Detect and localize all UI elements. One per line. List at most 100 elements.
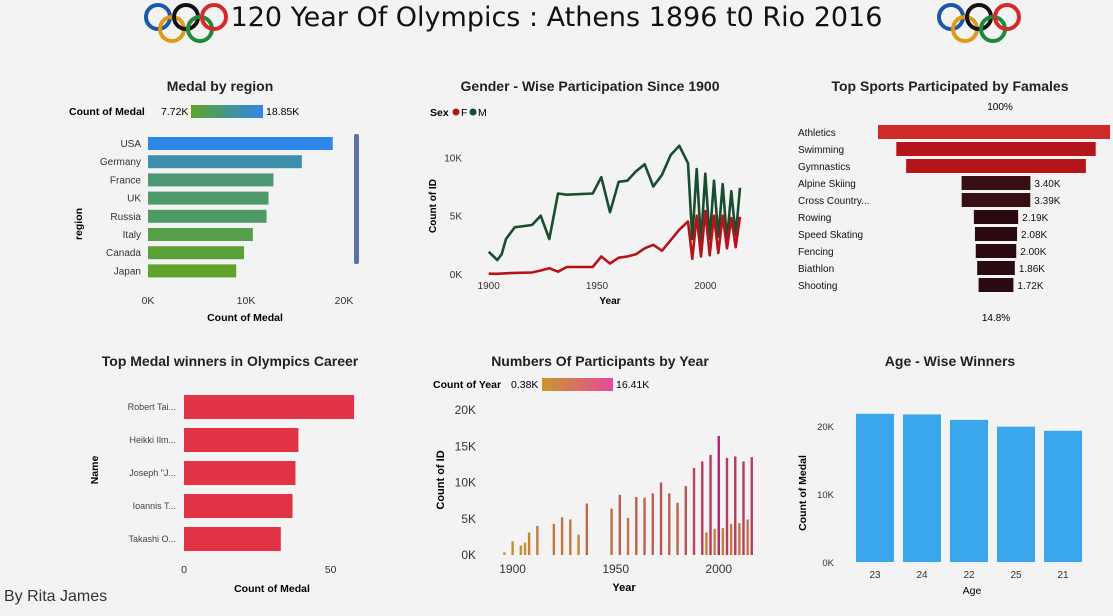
year-bar[interactable] [527,532,531,555]
participants-by-year-chart[interactable]: Count of Year 0.38K 16.41K Count of ID Y… [420,348,780,598]
participants-by-year-panel[interactable]: Numbers Of Participants by Year Count of… [420,348,780,598]
age-bar-23[interactable] [856,413,894,562]
bar-italy[interactable] [148,228,253,241]
bar-germany[interactable] [148,155,302,169]
series-line-m[interactable] [487,144,742,262]
year-bar[interactable] [676,502,679,555]
bar-japan[interactable] [148,264,237,278]
year-bar[interactable] [705,532,708,555]
y-tick-label: 10K [817,490,835,501]
year-bar[interactable] [552,523,556,555]
category-label: UK [127,194,141,205]
funnel-bar[interactable] [961,176,1031,190]
year-bar[interactable] [701,461,704,555]
age-wise-winners-chart[interactable]: Count of Medal Age 0K 10K 20K 23 24 22 25 21 [790,348,1110,598]
y-tick-label: 0K [461,548,476,562]
year-bar[interactable] [519,545,523,555]
year-bar[interactable] [503,552,506,555]
winner-bar[interactable] [184,395,355,419]
x-tick-label: 1950 [602,562,629,576]
year-bar[interactable] [635,497,638,555]
year-bar[interactable] [626,518,630,555]
funnel-bar[interactable] [973,210,1019,224]
bar-uk[interactable] [148,191,269,205]
age-wise-winners-panel[interactable]: Age - Wise Winners Count of Medal Age 0K… [790,348,1110,598]
bar-usa[interactable] [148,137,333,150]
year-bar[interactable] [746,519,749,555]
year-bar[interactable] [585,503,589,555]
year-bar[interactable] [651,493,654,555]
funnel-bar[interactable] [896,142,1096,156]
bar-france[interactable] [148,173,274,187]
year-bar[interactable] [750,457,753,555]
year-bar[interactable] [742,461,745,555]
funnel-bar[interactable] [974,227,1018,241]
funnel-bar[interactable] [878,125,1110,139]
year-bar[interactable] [738,523,741,555]
panel-title: Medal by region [166,78,274,94]
year-bar[interactable] [643,497,646,555]
year-bar[interactable] [569,519,572,555]
year-bar[interactable] [536,526,539,555]
top-sports-females-panel[interactable]: Top Sports Participated by Famales 100% … [790,74,1110,330]
legend-label: Count of Year [433,379,501,391]
top-medal-winners-panel[interactable]: Top Medal winners in Olympics Career Nam… [80,348,380,598]
year-bar[interactable] [713,528,716,555]
series-line-f[interactable] [488,209,742,276]
year-bar[interactable] [618,494,622,555]
age-bar-25[interactable] [997,426,1035,562]
year-bar[interactable] [659,482,663,556]
legend-m: M [478,107,487,119]
year-bar[interactable] [668,493,671,555]
funnel-value-label: 2.08K [1021,230,1047,241]
winner-name-label: Heikki Ilm... [129,435,176,445]
year-bar[interactable] [734,456,737,555]
winner-bar[interactable] [184,461,296,485]
year-bar[interactable] [523,542,527,555]
winner-bar[interactable] [184,494,293,518]
funnel-category-label: Athletics [798,128,836,139]
year-bar[interactable] [511,541,514,555]
year-bar[interactable] [717,436,720,555]
gender-participation-chart[interactable]: Sex F M Count of ID Year 0K 5K 10K 1900 1950… [420,74,760,330]
legend-f: F [461,107,467,119]
panel-title: Top Medal winners in Olympics Career [101,353,359,369]
scrollbar-track[interactable] [354,134,359,264]
winner-bar[interactable] [184,428,299,452]
year-bar[interactable] [729,523,733,555]
legend-max: 16.41K [616,379,649,391]
year-bar[interactable] [577,534,580,555]
x-tick-label: 24 [916,570,928,581]
age-bar-21[interactable] [1044,430,1082,562]
year-bar[interactable] [692,468,696,555]
year-bar[interactable] [560,517,564,555]
year-bar[interactable] [610,508,613,555]
bar-canada[interactable] [148,246,245,260]
year-bar[interactable] [709,454,712,555]
y-tick-label: 15K [455,439,476,453]
panel-title: Top Sports Participated by Famales [831,78,1069,94]
funnel-bar[interactable] [961,193,1031,207]
top-medal-winners-chart[interactable]: Name Count of Medal Robert Tai... Heikki … [80,348,380,598]
funnel-bar[interactable] [975,244,1017,258]
legend-f-marker [452,108,460,116]
gender-participation-panel[interactable]: Gender - Wise Participation Since 1900 S… [420,74,760,330]
age-bar-24[interactable] [903,414,941,562]
funnel-bar[interactable] [978,278,1014,292]
top-sports-funnel-chart[interactable]: 100% 14.8% Athletics Swimming Gymnastics Al… [790,74,1110,330]
winner-bar[interactable] [184,527,281,551]
bar-russia[interactable] [148,209,267,223]
age-bar-22[interactable] [950,419,988,562]
medal-by-region-panel[interactable]: Medal by region Count of Medal 7.72K 18.… [60,74,380,330]
funnel-category-label: Shooting [798,281,837,292]
funnel-category-label: Fencing [798,247,834,258]
year-bar[interactable] [721,528,725,555]
legend-min: 0.38K [511,379,538,391]
year-bar[interactable] [684,486,687,555]
year-bar[interactable] [725,457,729,555]
medal-by-region-chart[interactable]: Count of Medal 7.72K 18.85K region Count… [60,74,380,330]
panel-title: Gender - Wise Participation Since 1900 [460,78,720,94]
funnel-bar[interactable] [906,159,1086,173]
funnel-category-label: Alpine Skiing [798,179,856,190]
funnel-bar[interactable] [977,261,1015,275]
